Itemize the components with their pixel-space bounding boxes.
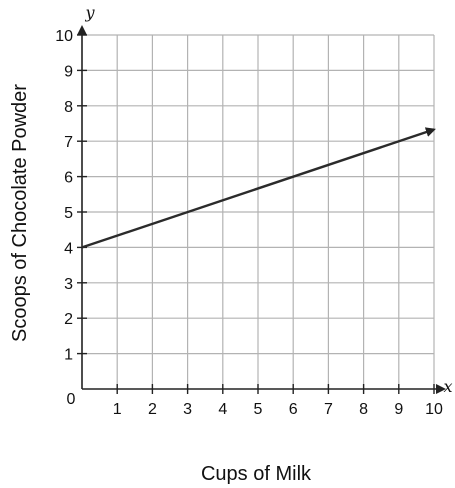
x-tick-label: 10	[425, 401, 443, 418]
ticks: 1 2 3 4 5 6 7 8 9 10 1 2 3 4 5 6 7 8 9 10	[55, 28, 443, 418]
x-tick-label: 5	[254, 401, 263, 418]
x-tick-label: 9	[394, 401, 403, 418]
x-tick-label: 6	[289, 401, 298, 418]
y-tick-label: 2	[64, 311, 73, 328]
series	[81, 127, 436, 249]
y-tick-label: 1	[64, 347, 73, 364]
x-tick-label: 1	[113, 401, 122, 418]
origin-label: 0	[67, 391, 76, 408]
x-tick-label: 3	[183, 401, 192, 418]
x-tick-label: 8	[359, 401, 368, 418]
y-tick-label: 7	[64, 134, 73, 151]
x-axis-variable-label: x	[443, 377, 452, 396]
y-axis-title: Scoops of Chocolate Powder	[9, 84, 31, 342]
y-tick-label: 9	[64, 63, 73, 80]
y-tick-label: 10	[55, 28, 73, 45]
series-line-0	[81, 127, 436, 249]
y-tick-label: 6	[64, 170, 73, 187]
x-tick-label: 2	[148, 401, 157, 418]
y-axis-variable-label: y	[84, 3, 95, 22]
x-tick-label: 4	[218, 401, 227, 418]
y-tick-label: 8	[64, 99, 73, 116]
x-tick-label: 7	[324, 401, 333, 418]
grid	[82, 34, 435, 389]
y-tick-label: 3	[64, 276, 73, 293]
y-tick-label: 4	[64, 240, 73, 257]
x-axis-title: Cups of Milk	[201, 463, 312, 485]
axes	[77, 25, 446, 394]
y-tick-label: 5	[64, 205, 73, 222]
